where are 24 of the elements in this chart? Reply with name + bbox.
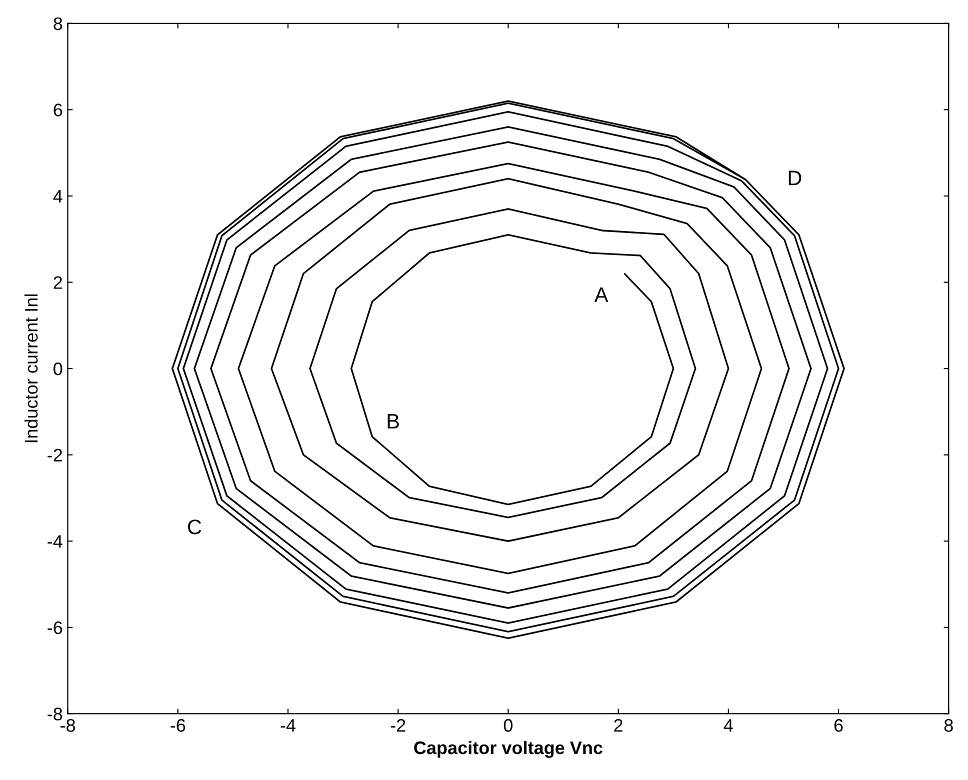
line-series [172, 100, 845, 640]
y-tick-label: -8 [48, 708, 62, 720]
x-tick-label: -4 [280, 719, 296, 732]
y-tick-label: 2 [54, 276, 62, 289]
y-tick-label: -6 [48, 621, 62, 634]
y-axis-title: Inductor current Inl [24, 294, 38, 442]
y-tick-label: 0 [54, 362, 62, 376]
y-tick-label: 4 [53, 190, 62, 203]
x-tick-label: 0 [504, 719, 513, 732]
x-tick-label: -2 [390, 719, 406, 732]
x-tick-label: 2 [614, 719, 622, 732]
y-tick-label: 6 [54, 104, 62, 116]
annotation: C [188, 520, 202, 534]
x-tick-label: 6 [834, 719, 843, 732]
x-axis-title: Capacitor voltage Vnc [414, 740, 602, 758]
y-tick-label: 8 [54, 17, 62, 30]
annotation: B [388, 414, 399, 428]
annotation: D [788, 170, 802, 186]
x-tick-label: 8 [944, 719, 953, 732]
y-tick-label: -2 [48, 448, 62, 462]
x-tick-label: 4 [724, 719, 733, 732]
annotation: A [594, 288, 608, 302]
y-tick-label: -4 [48, 535, 62, 548]
x-tick-label: -6 [170, 719, 186, 732]
